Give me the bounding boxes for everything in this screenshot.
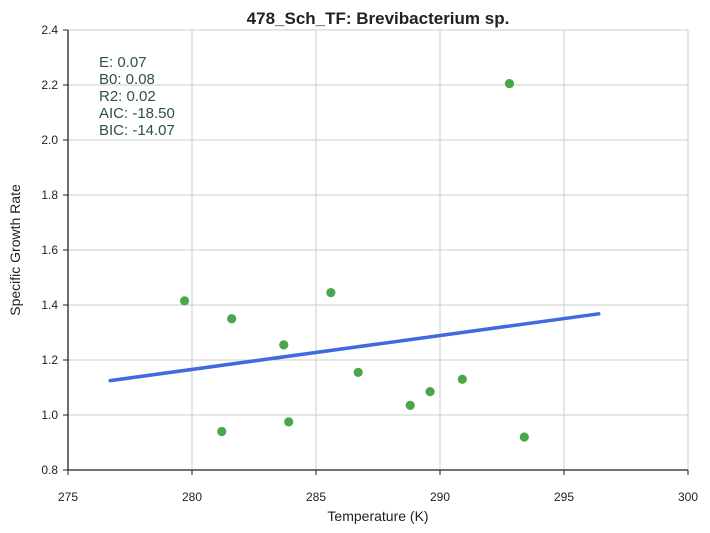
y-tick-label: 2.0 xyxy=(41,133,58,147)
data-point xyxy=(284,417,294,427)
x-tick-label: 290 xyxy=(430,490,450,504)
y-tick-label: 2.2 xyxy=(41,78,58,92)
axes xyxy=(63,29,689,475)
data-point xyxy=(425,387,435,397)
stat-bic: BIC: -14.07 xyxy=(99,122,175,139)
data-point xyxy=(179,296,190,306)
y-tick-label: 1.2 xyxy=(41,353,58,367)
data-point xyxy=(519,432,529,442)
x-tick-label: 295 xyxy=(554,490,574,504)
x-tick-label: 280 xyxy=(182,490,202,504)
data-point xyxy=(405,400,415,410)
data-point xyxy=(279,340,289,350)
y-tick-label: 1.0 xyxy=(41,408,58,422)
stat-r2: R2: 0.02 xyxy=(99,88,156,105)
x-axis-label: Temperature (K) xyxy=(327,508,428,524)
y-tick-label: 1.4 xyxy=(41,298,58,312)
fit-line xyxy=(108,312,601,383)
y-tick-label: 1.8 xyxy=(41,188,58,202)
data-point xyxy=(353,367,363,377)
data-point xyxy=(227,314,237,324)
data-point xyxy=(326,288,336,298)
data-point xyxy=(217,426,227,437)
grid-lines xyxy=(68,29,689,470)
stat-b0: B0: 0.08 xyxy=(99,71,155,88)
y-tick-label: 0.8 xyxy=(41,463,58,477)
y-axis-label: Specific Growth Rate xyxy=(7,184,23,316)
x-tick-label: 300 xyxy=(678,490,698,504)
data-point xyxy=(457,374,467,384)
data-points xyxy=(179,79,529,442)
chart-title: 478_Sch_TF: Brevibacterium sp. xyxy=(247,9,510,28)
stat-e: E: 0.07 xyxy=(99,54,147,71)
fit-statistics: E: 0.07 B0: 0.08 R2: 0.02 AIC: -18.50 BI… xyxy=(99,54,175,139)
data-point xyxy=(504,79,515,89)
y-tick-label: 2.4 xyxy=(41,23,58,37)
tick-labels: 275 280 285 290 295 300 0.8 1.0 1.2 1.4 1.6 1.8 2.0 2… xyxy=(41,23,698,504)
stat-aic: AIC: -18.50 xyxy=(99,105,175,122)
x-tick-label: 275 xyxy=(58,490,78,504)
x-tick-label: 285 xyxy=(306,490,326,504)
y-tick-label: 1.6 xyxy=(41,243,58,257)
